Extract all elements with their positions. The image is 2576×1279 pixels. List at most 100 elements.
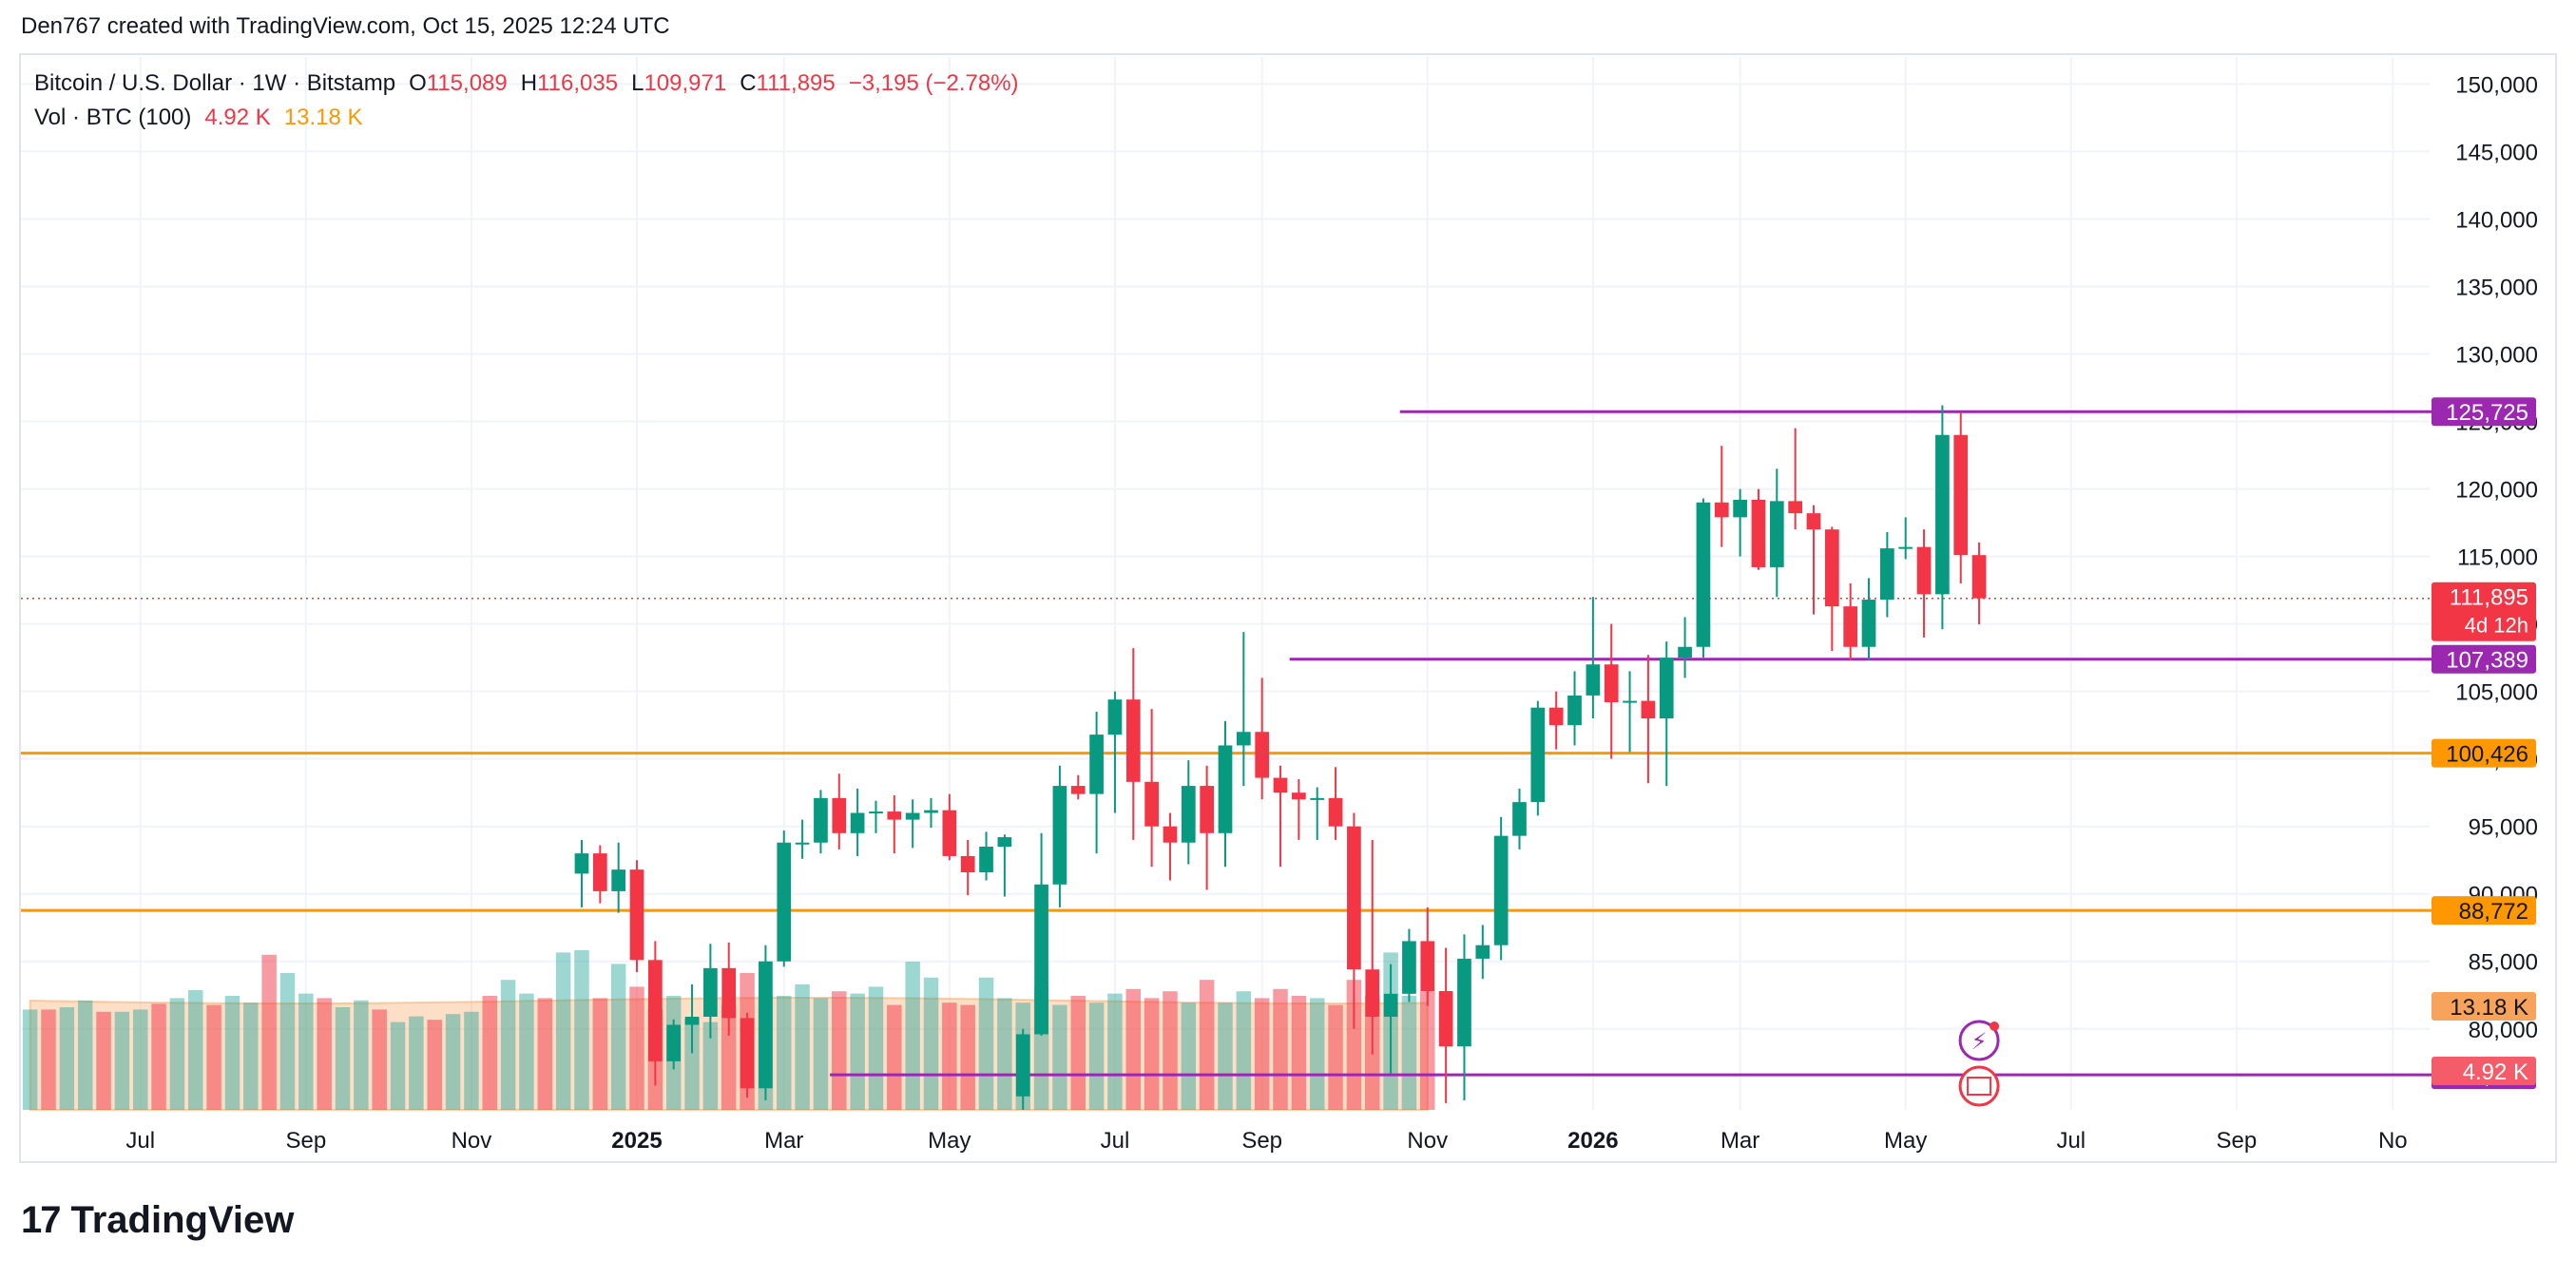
volume-bar xyxy=(317,998,332,1110)
candle-body[interactable] xyxy=(1125,699,1141,782)
candle-body[interactable] xyxy=(942,810,957,856)
candle-body[interactable] xyxy=(1089,735,1104,794)
candle-body[interactable] xyxy=(1512,802,1527,836)
candle-body[interactable] xyxy=(1806,513,1821,530)
candle-body[interactable] xyxy=(924,810,938,813)
candle-body[interactable] xyxy=(1402,941,1416,994)
candle-body[interactable] xyxy=(1255,732,1270,778)
level-price-tag-bg xyxy=(2432,738,2536,768)
candle-body[interactable] xyxy=(1163,826,1178,843)
volume-bar xyxy=(482,996,497,1110)
candle-body[interactable] xyxy=(759,961,773,1089)
candle-body[interactable] xyxy=(666,1024,682,1061)
candle-body[interactable] xyxy=(1475,945,1490,959)
candle-body[interactable] xyxy=(1769,501,1784,567)
candle-body[interactable] xyxy=(648,960,663,1061)
candle-body[interactable] xyxy=(703,967,718,1017)
candle-body[interactable] xyxy=(1586,664,1601,696)
candle-body[interactable] xyxy=(1310,797,1325,800)
candle-body[interactable] xyxy=(1273,777,1288,793)
candle-body[interactable] xyxy=(1714,502,1729,518)
candle-body[interactable] xyxy=(1236,732,1251,746)
ai-spark-icon[interactable] xyxy=(1958,1020,2000,1061)
candle-body[interactable] xyxy=(1328,797,1343,827)
candle-body[interactable] xyxy=(1457,958,1471,1047)
volume-bar xyxy=(592,998,608,1110)
candle-body[interactable] xyxy=(960,855,975,872)
candle-body[interactable] xyxy=(1733,499,1747,518)
candle-body[interactable] xyxy=(1604,664,1619,703)
candle-body[interactable] xyxy=(1567,695,1582,726)
candle-body[interactable] xyxy=(1751,499,1766,567)
candle-body[interactable] xyxy=(1144,781,1159,827)
candle-body[interactable] xyxy=(795,842,810,845)
volume-bar xyxy=(1125,988,1142,1110)
candle-body[interactable] xyxy=(1347,826,1361,970)
candle-body[interactable] xyxy=(1678,646,1692,659)
candle-body[interactable] xyxy=(1880,548,1894,601)
candle-body[interactable] xyxy=(1659,658,1674,719)
candle-body[interactable] xyxy=(1548,707,1564,726)
candle-body[interactable] xyxy=(1420,941,1435,991)
y-tick-label: 80,000 xyxy=(2469,1018,2538,1043)
legend-volume-ma: 13.18 K xyxy=(283,105,363,130)
candle-body[interactable] xyxy=(1052,786,1067,885)
candle-body[interactable] xyxy=(869,811,883,814)
candle-body[interactable] xyxy=(1935,434,1950,595)
tradingview-logo[interactable]: 17 TradingView xyxy=(21,1199,294,1242)
candle-body[interactable] xyxy=(1623,700,1637,703)
candle-body[interactable] xyxy=(1070,786,1086,794)
legend-symbol[interactable]: Bitcoin / U.S. Dollar · 1W · Bitstamp xyxy=(34,70,396,96)
candle-body[interactable] xyxy=(1843,606,1858,647)
y-tick-label: 95,000 xyxy=(2469,815,2538,841)
candle-body[interactable] xyxy=(1365,969,1380,1017)
candle-body[interactable] xyxy=(1292,792,1306,800)
candle-body[interactable] xyxy=(1861,600,1876,647)
chart-frame[interactable] xyxy=(19,53,2557,1163)
candle-body[interactable] xyxy=(1438,990,1453,1047)
candle-body[interactable] xyxy=(1916,546,1932,595)
candle-body[interactable] xyxy=(1971,555,1987,599)
candle-body[interactable] xyxy=(574,853,589,874)
candle-body[interactable] xyxy=(1383,993,1398,1017)
candle-body[interactable] xyxy=(997,837,1012,847)
candle-body[interactable] xyxy=(1641,700,1656,719)
candle-body[interactable] xyxy=(979,847,993,872)
y-tick-label: 140,000 xyxy=(2455,207,2538,233)
candle-body[interactable] xyxy=(1788,501,1802,514)
candle-body[interactable] xyxy=(1493,835,1509,945)
candle-body[interactable] xyxy=(832,797,847,833)
candle-body[interactable] xyxy=(629,869,644,961)
volume-bar xyxy=(1218,1002,1233,1110)
candle-body[interactable] xyxy=(1696,502,1711,647)
candle-body[interactable] xyxy=(592,853,607,891)
candle-body[interactable] xyxy=(1034,884,1048,1035)
legend-volume-label[interactable]: Vol · BTC (100) xyxy=(34,105,192,130)
candle-body[interactable] xyxy=(721,967,737,1019)
candle-body[interactable] xyxy=(1107,699,1123,735)
volume-bar xyxy=(1236,991,1252,1110)
candle-body[interactable] xyxy=(1530,707,1546,803)
candle-body[interactable] xyxy=(777,842,792,962)
candle-body[interactable] xyxy=(850,812,865,833)
candle-body[interactable] xyxy=(1824,529,1839,607)
candle-body[interactable] xyxy=(1898,546,1913,549)
candle-body[interactable] xyxy=(905,812,920,820)
candle-body[interactable] xyxy=(740,1018,755,1089)
candle-body[interactable] xyxy=(1218,745,1233,833)
volume-legend-row: Vol · BTC (100) 4.92 K 13.18 K xyxy=(34,101,1032,135)
candle-body[interactable] xyxy=(1953,434,1969,556)
x-tick-label: Nov xyxy=(452,1128,492,1154)
candle-body[interactable] xyxy=(611,869,626,891)
candle-body[interactable] xyxy=(1200,786,1215,833)
x-tick-label: Nov xyxy=(1407,1128,1448,1154)
volume-bar xyxy=(519,993,534,1110)
candle-body[interactable] xyxy=(1015,1034,1030,1097)
candle-body[interactable] xyxy=(887,811,902,820)
candle-body[interactable] xyxy=(1181,786,1196,843)
candle-body[interactable] xyxy=(814,797,828,843)
y-tick-label: 145,000 xyxy=(2455,140,2538,165)
candle-body[interactable] xyxy=(684,1016,700,1025)
y-tick-label: 115,000 xyxy=(2457,545,2538,571)
